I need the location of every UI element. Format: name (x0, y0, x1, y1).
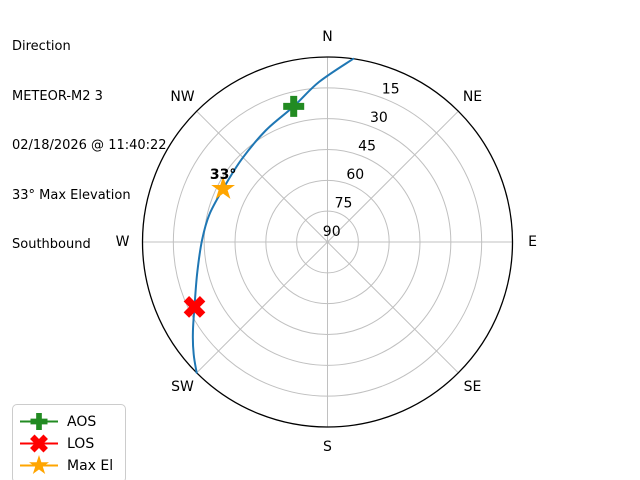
header-line-direction: Direction (12, 39, 71, 54)
legend-label-aos: AOS (67, 413, 97, 430)
header-line-max-elevation: 33° Max Elevation (12, 187, 131, 203)
compass-spoke-nw (196, 110, 328, 243)
compass-spoke-se (327, 241, 459, 374)
compass-spoke-sw (196, 241, 328, 374)
max-el-annotation: 33° (210, 167, 236, 183)
header-line-heading: Southbound (12, 237, 91, 252)
max-el-marker (211, 176, 235, 199)
legend-item-max-el: Max El (18, 455, 113, 476)
elevation-label-15: 15 (382, 81, 400, 97)
compass-label-nw: NW (170, 89, 194, 105)
legend-glyph-los (30, 434, 48, 453)
aos-marker (283, 95, 305, 117)
legend-label-max-el: Max El (67, 457, 114, 474)
los-marker (183, 296, 206, 318)
elevation-label-75: 75 (335, 195, 353, 211)
compass-label-e: E (528, 234, 537, 250)
elevation-label-90: 90 (323, 224, 341, 240)
legend-label-los: LOS (67, 435, 95, 452)
legend: AOS LOS Max El (12, 404, 127, 480)
compass-label-w: W (116, 234, 130, 250)
compass-label-ne: NE (463, 89, 482, 105)
compass-label-sw: SW (171, 379, 194, 395)
los-marker-icon (20, 434, 58, 453)
legend-item-aos: AOS (18, 411, 113, 432)
max-el-marker-icon (20, 455, 58, 474)
elevation-label-30: 30 (370, 110, 388, 126)
satellite-track (191, 57, 355, 374)
pass-info-header: Direction METEOR-M2 3 02/18/2026 @ 11:40… (12, 6, 167, 287)
compass-label-n: N (322, 29, 332, 45)
legend-glyph-max-el (29, 455, 49, 474)
elevation-label-45: 45 (358, 138, 376, 154)
aos-marker-icon (20, 413, 58, 430)
header-line-datetime: 02/18/2026 @ 11:40:22 (12, 138, 167, 153)
compass-spoke-ne (327, 110, 459, 243)
legend-glyph-aos (30, 413, 48, 430)
legend-item-los: LOS (18, 433, 113, 454)
header-line-satellite: METEOR-M2 3 (12, 88, 103, 104)
elevation-label-60: 60 (346, 167, 364, 183)
horizon-circle (141, 56, 514, 428)
compass-label-s: S (323, 439, 332, 455)
compass-label-se: SE (464, 379, 482, 395)
